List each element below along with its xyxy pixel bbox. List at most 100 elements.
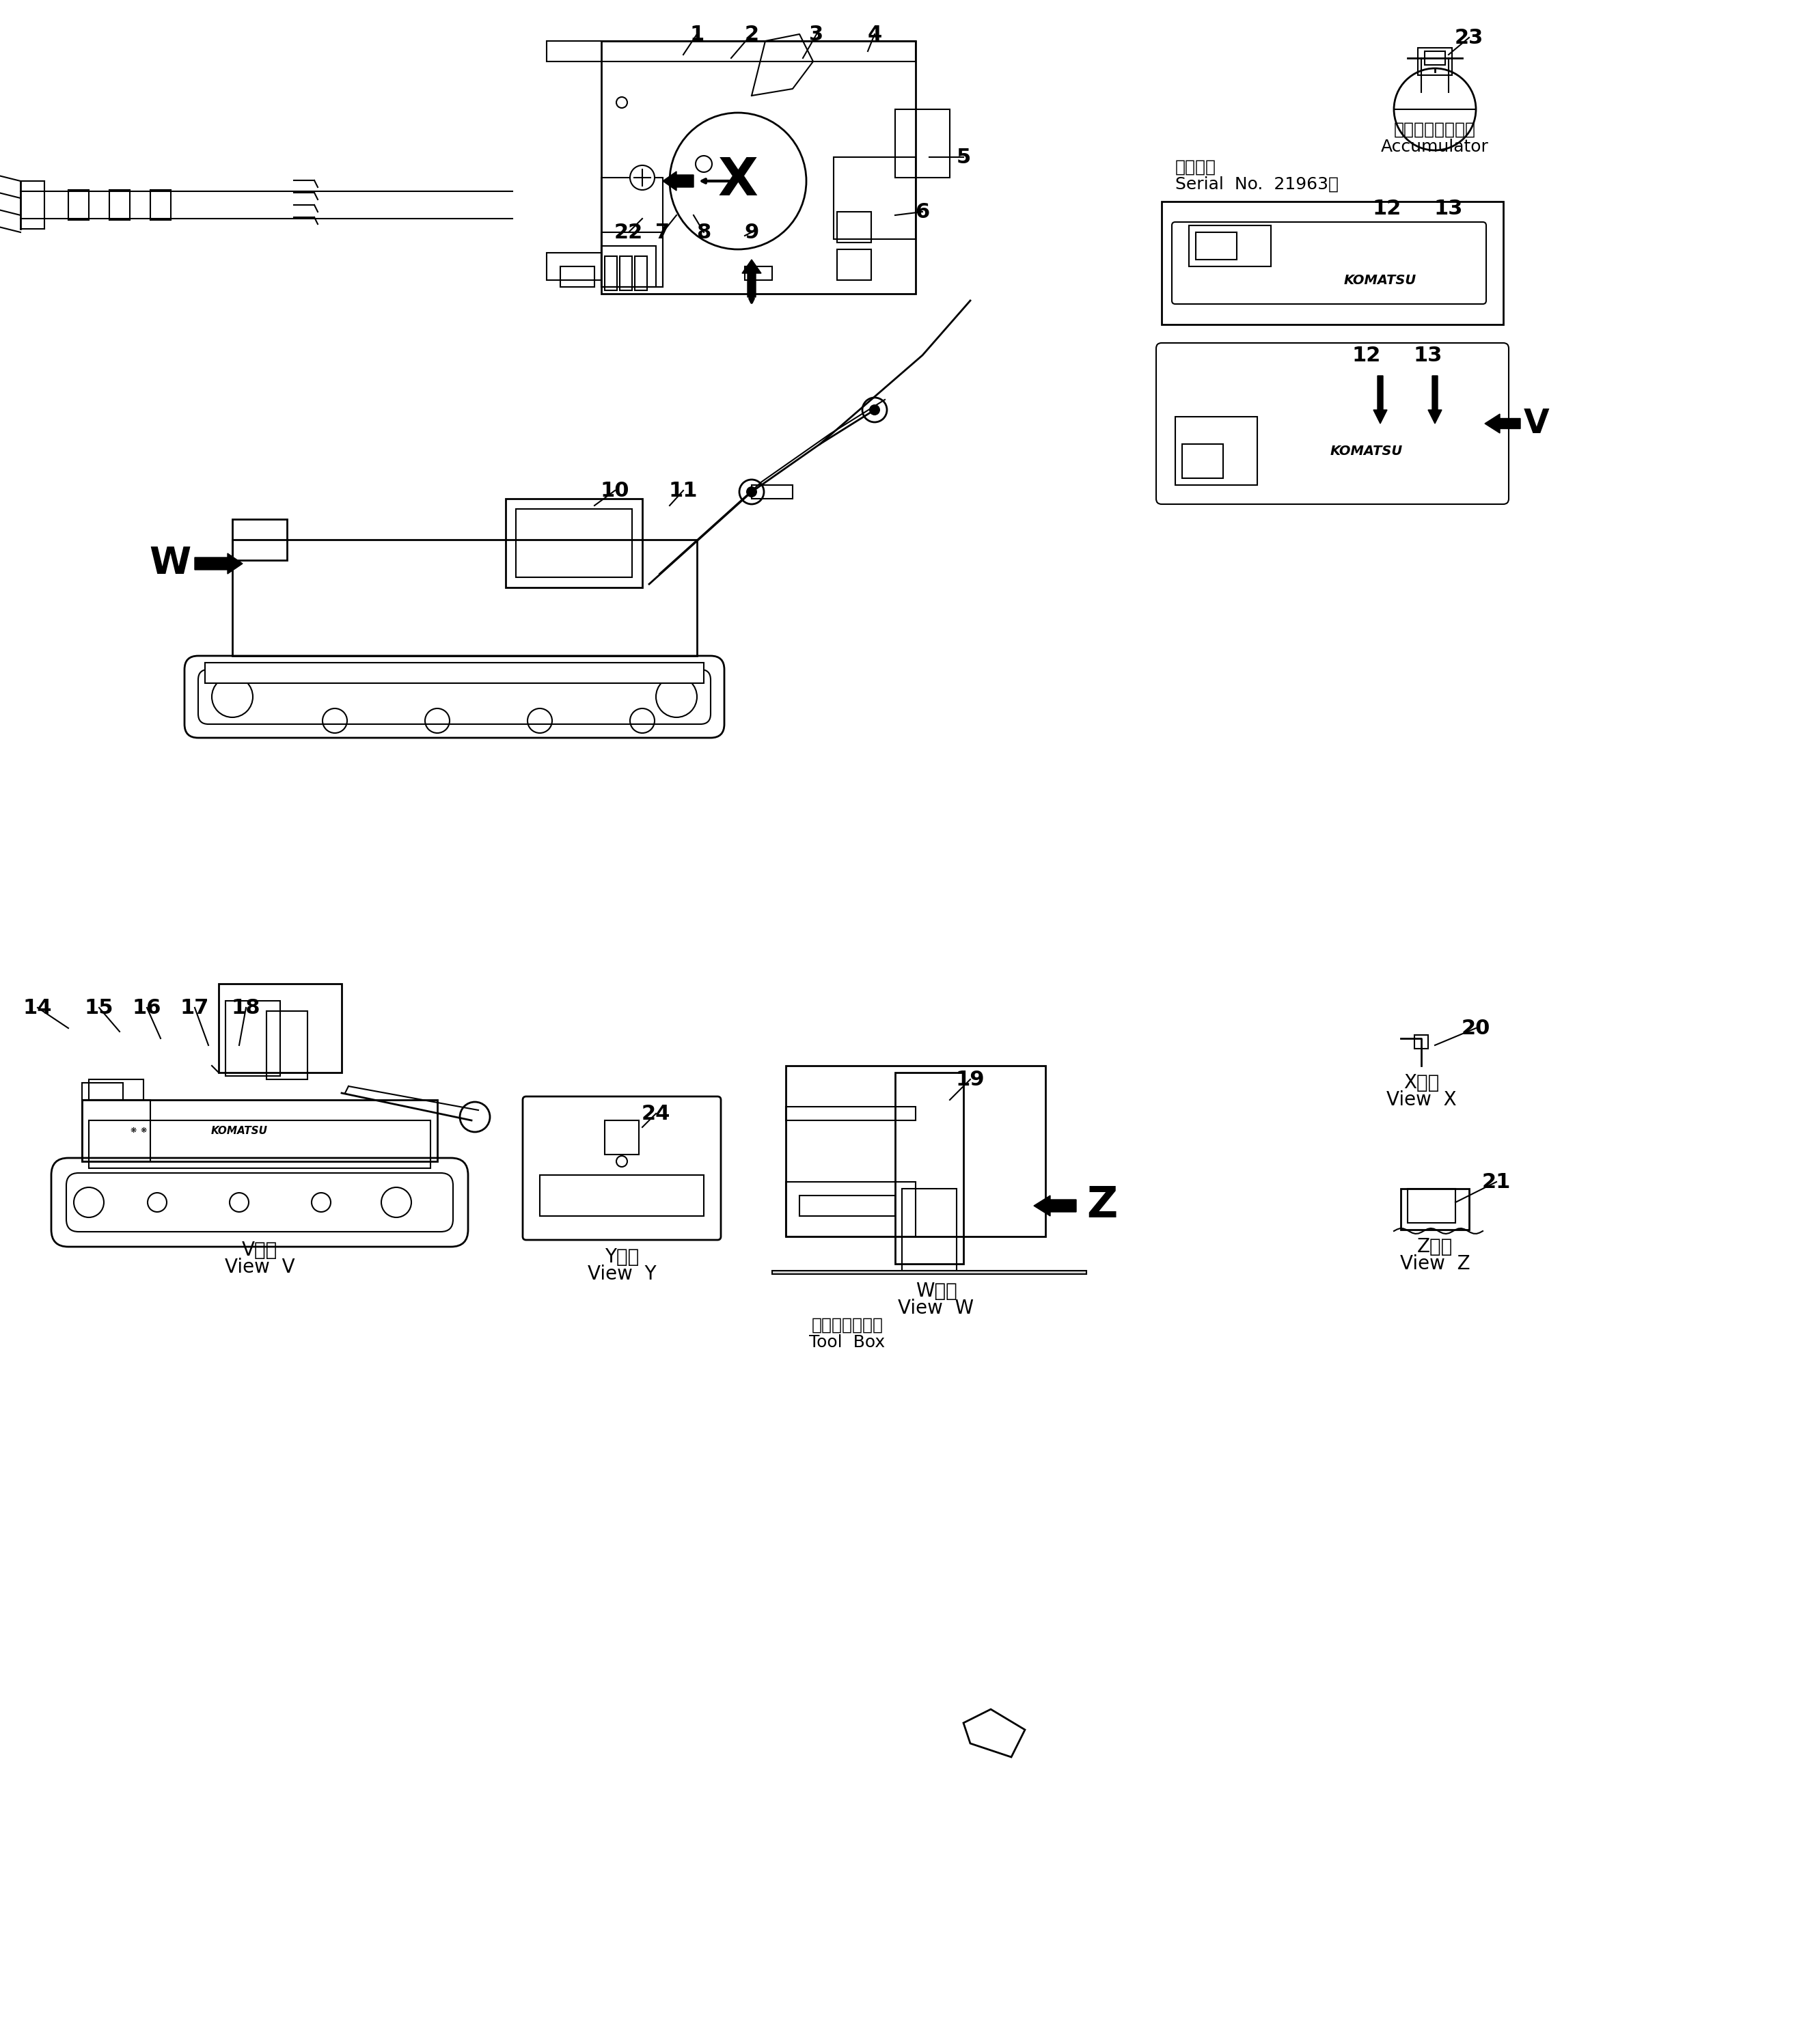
Bar [1161,202,1502,325]
Circle shape [617,1157,627,1167]
Text: Z　視: Z 視 [1417,1237,1454,1257]
Bar [1425,51,1445,65]
Text: KOMATSU: KOMATSU [1343,274,1416,286]
Text: 22: 22 [615,223,644,241]
Text: 6: 6 [915,202,929,221]
FancyArrow shape [1034,1196,1076,1216]
Text: View  V: View V [224,1257,295,1278]
Text: 2: 2 [745,25,759,45]
Text: 12: 12 [1352,345,1381,366]
Text: 7: 7 [656,223,671,241]
Text: ツールボックス: ツールボックス [812,1316,882,1333]
Text: X: X [718,155,758,206]
Text: アキュームレータ: アキュームレータ [1394,121,1475,139]
Text: 11: 11 [669,480,698,501]
Bar [204,662,703,683]
Text: 18: 18 [231,997,260,1018]
Text: KOMATSU: KOMATSU [212,1126,268,1136]
Text: Accumulator: Accumulator [1381,139,1488,155]
FancyArrow shape [1484,415,1521,433]
Bar [546,41,915,61]
Text: 12: 12 [1372,198,1401,219]
Bar [786,1181,915,1237]
Bar [266,1012,307,1079]
Text: 4: 4 [868,25,882,45]
Text: KOMATSU: KOMATSU [1331,444,1403,458]
Bar [752,484,792,499]
Bar [837,213,871,243]
Bar [602,245,656,286]
Bar [620,255,633,290]
Text: 5: 5 [956,147,971,168]
Text: View  Z: View Z [1399,1255,1470,1273]
Text: 20: 20 [1461,1018,1490,1038]
Text: V　視: V 視 [242,1241,277,1259]
Text: Z: Z [1087,1186,1117,1226]
Bar [219,983,342,1073]
Circle shape [669,112,806,249]
Bar [602,178,664,286]
Text: 13: 13 [1434,198,1463,219]
Bar [604,1120,638,1155]
Text: V: V [1524,407,1549,439]
Bar [81,1100,150,1161]
Bar [89,1120,430,1169]
Bar [799,1196,895,1216]
Bar [1401,1190,1470,1230]
Bar [1190,225,1271,266]
Bar [635,255,647,290]
Circle shape [459,1102,490,1132]
Text: 3: 3 [810,25,824,45]
FancyArrow shape [741,260,761,296]
Text: W: W [150,546,192,583]
Bar [515,509,633,576]
Text: 16: 16 [132,997,161,1018]
Bar [895,108,949,178]
Text: View  X: View X [1387,1089,1455,1110]
Bar [81,1100,438,1161]
Bar [1195,233,1237,260]
Text: W　視: W 視 [915,1282,956,1300]
Text: View  W: View W [899,1298,975,1318]
Text: 15: 15 [85,997,114,1018]
Text: Tool  Box: Tool Box [810,1335,886,1351]
FancyArrow shape [664,172,694,190]
Bar [1414,1034,1428,1049]
FancyArrow shape [1374,376,1387,423]
Bar [902,1190,956,1271]
Text: 8: 8 [696,223,711,241]
Text: 24: 24 [642,1104,671,1124]
Bar [1417,47,1452,76]
Bar [231,540,696,656]
Bar [226,1002,280,1075]
Text: Y　視: Y 視 [604,1247,638,1267]
Text: 1: 1 [689,25,705,45]
Bar [1182,444,1222,478]
Bar [506,499,642,587]
Text: 21: 21 [1483,1171,1511,1192]
Circle shape [747,486,758,497]
Bar [602,41,915,294]
Bar [833,157,915,239]
Text: 13: 13 [1414,345,1443,366]
Text: 10: 10 [600,480,629,501]
Text: 9: 9 [745,223,759,241]
Circle shape [629,166,654,190]
Polygon shape [772,1271,1087,1273]
Bar [895,1073,964,1263]
FancyArrow shape [1428,376,1441,423]
Text: View  Y: View Y [588,1265,656,1284]
Bar [89,1079,143,1100]
Bar [602,233,664,286]
Circle shape [739,480,765,505]
Text: 14: 14 [24,997,52,1018]
Bar [786,1106,915,1120]
Bar [541,1175,703,1216]
Bar [837,249,871,280]
Bar [745,266,772,280]
Text: ❋: ❋ [141,1126,146,1134]
Bar [1408,1190,1455,1222]
Text: X　視: X 視 [1403,1073,1439,1091]
Text: 適用号機: 適用号機 [1175,159,1217,176]
Text: 17: 17 [181,997,210,1018]
